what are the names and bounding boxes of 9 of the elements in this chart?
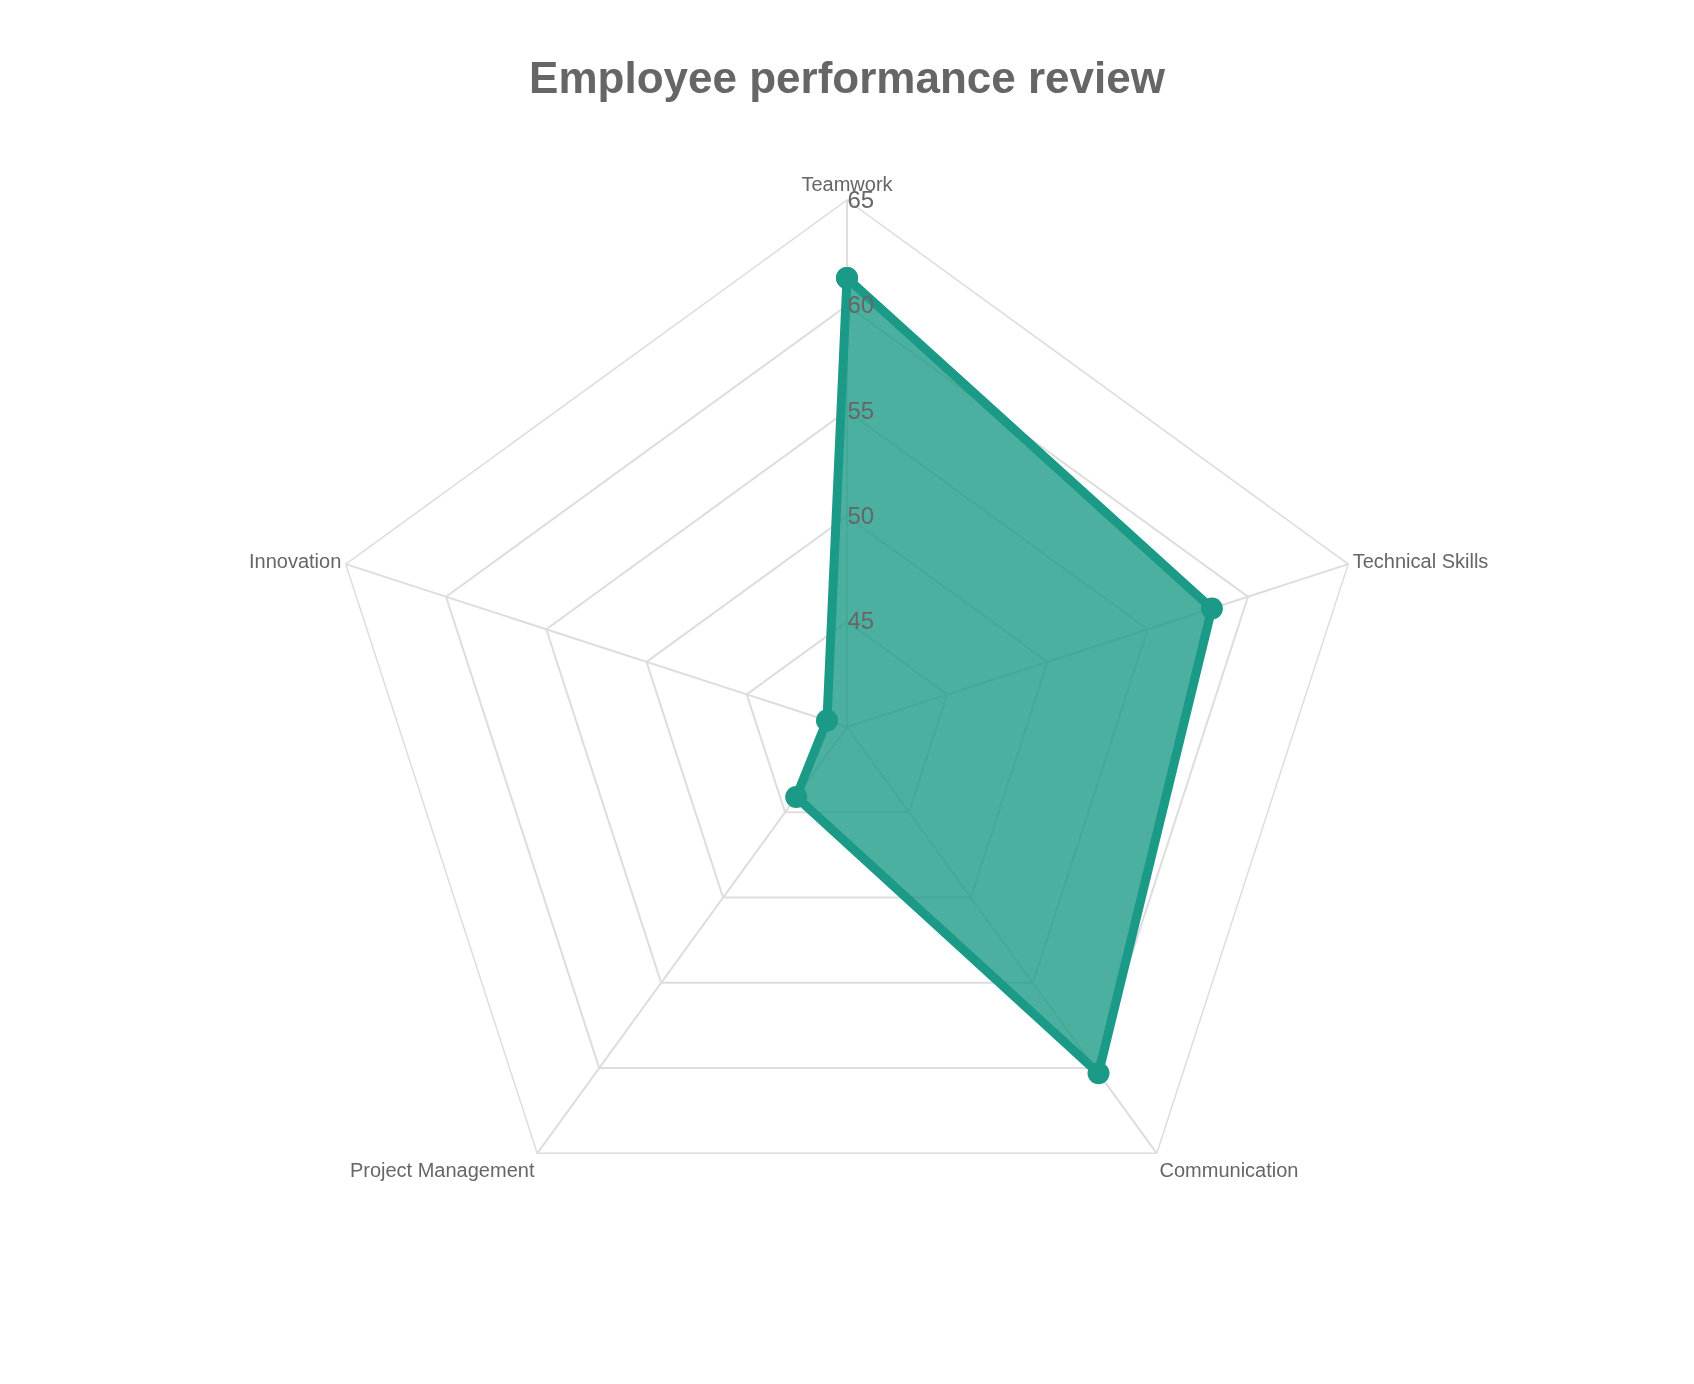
y-tick-label: 45	[847, 607, 875, 635]
spoke-label: Technical Skills	[1352, 550, 1489, 573]
spoke-label: Project Management	[349, 1159, 535, 1182]
y-tick-label: 50	[847, 502, 875, 529]
spoke-label: Innovation	[248, 550, 342, 573]
spoke-label: Communication	[1159, 1159, 1299, 1182]
y-tick-label: 55	[847, 396, 875, 424]
y-tick-label: 60	[847, 291, 875, 319]
chart-title: Employee performance review	[529, 53, 1166, 103]
